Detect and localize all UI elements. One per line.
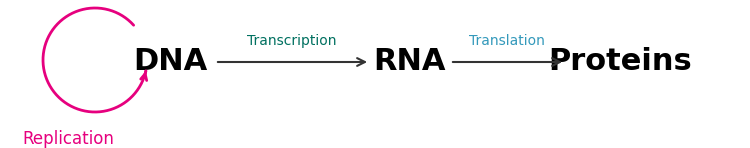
Text: Translation: Translation	[469, 34, 545, 48]
Text: DNA: DNA	[133, 48, 207, 77]
Text: RNA: RNA	[374, 48, 446, 77]
Text: Transcription: Transcription	[248, 34, 337, 48]
Text: Proteins: Proteins	[548, 48, 692, 77]
Text: Replication: Replication	[22, 130, 114, 148]
